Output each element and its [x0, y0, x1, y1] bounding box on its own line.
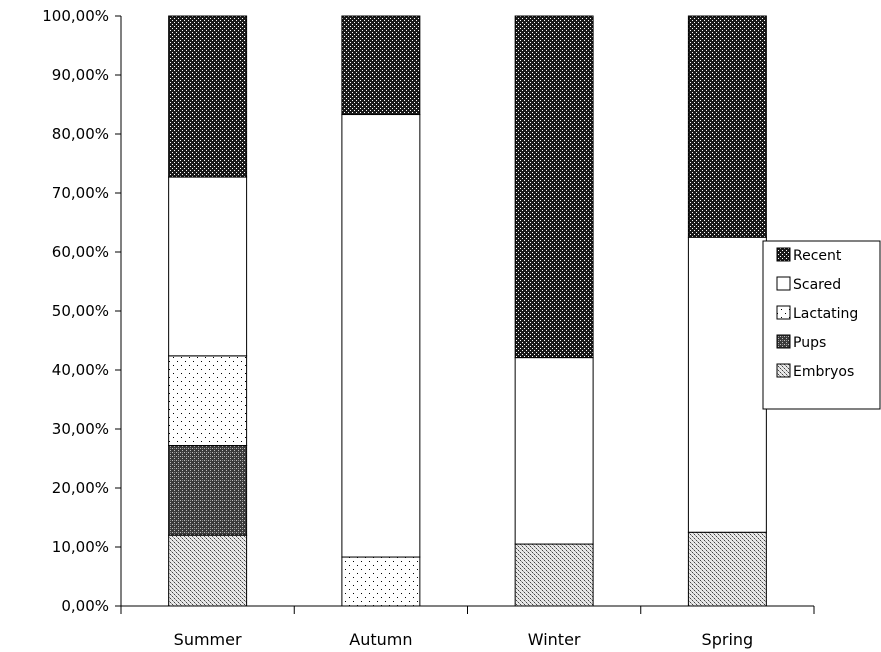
bar-segment-scared-winter: [514, 357, 594, 545]
y-tick-label: 10,00%: [52, 538, 109, 556]
y-tick-label: 60,00%: [52, 243, 109, 261]
legend-swatch-embryos: [776, 363, 791, 378]
legend-swatch-scared: [776, 276, 791, 291]
y-tick-label: 50,00%: [52, 302, 109, 320]
legend-label-pups: Pups: [793, 335, 826, 351]
legend: Recent Scared Lactating Pups Embryos: [762, 240, 881, 410]
x-category-label: Autumn: [349, 630, 412, 649]
legend-label-recent: Recent: [793, 248, 842, 264]
y-tick-label: 70,00%: [52, 184, 109, 202]
y-tick-label: 20,00%: [52, 479, 109, 497]
bar-segment-lactating-autumn: [341, 556, 421, 607]
bar-segment-lactating-summer: [168, 355, 248, 447]
y-tick-label: 80,00%: [52, 125, 109, 143]
legend-label-lactating: Lactating: [793, 306, 858, 322]
y-tick-label: 90,00%: [52, 66, 109, 84]
legend-swatch-lactating: [776, 305, 791, 320]
bar-segment-scared-autumn: [341, 114, 421, 558]
bar-segment-recent-autumn: [341, 15, 421, 116]
y-axis: 0,00% 10,00% 20,00% 30,00% 40,00% 50,00% 60,00…: [42, 7, 122, 615]
bar-segment-scared-spring: [687, 236, 767, 533]
y-tick-label: 30,00%: [52, 420, 109, 438]
y-tick-label: 0,00%: [61, 597, 109, 615]
x-axis: Summer Autumn Winter Spring: [120, 605, 815, 649]
legend-label-embryos: Embryos: [793, 364, 854, 380]
bar-segment-recent-spring: [687, 15, 767, 238]
legend-swatch-pups: [776, 334, 791, 349]
legend-box: [762, 240, 881, 410]
bar-segment-pups-summer: [168, 445, 248, 536]
bar-segment-embryos-winter: [514, 543, 594, 607]
x-category-label: Spring: [702, 630, 754, 649]
bar-segment-recent-winter: [514, 15, 594, 359]
bar-segment-embryos-summer: [168, 534, 248, 607]
bar-segment-embryos-spring: [687, 531, 767, 607]
bars: [168, 15, 767, 607]
bar-segment-scared-summer: [168, 176, 248, 357]
y-tick-label: 40,00%: [52, 361, 109, 379]
x-category-label: Summer: [174, 630, 242, 649]
bar-segment-recent-summer: [168, 15, 248, 178]
legend-label-scared: Scared: [793, 277, 841, 293]
x-category-label: Winter: [528, 630, 581, 649]
y-tick-label: 100,00%: [42, 7, 109, 25]
legend-swatch-recent: [776, 247, 791, 262]
